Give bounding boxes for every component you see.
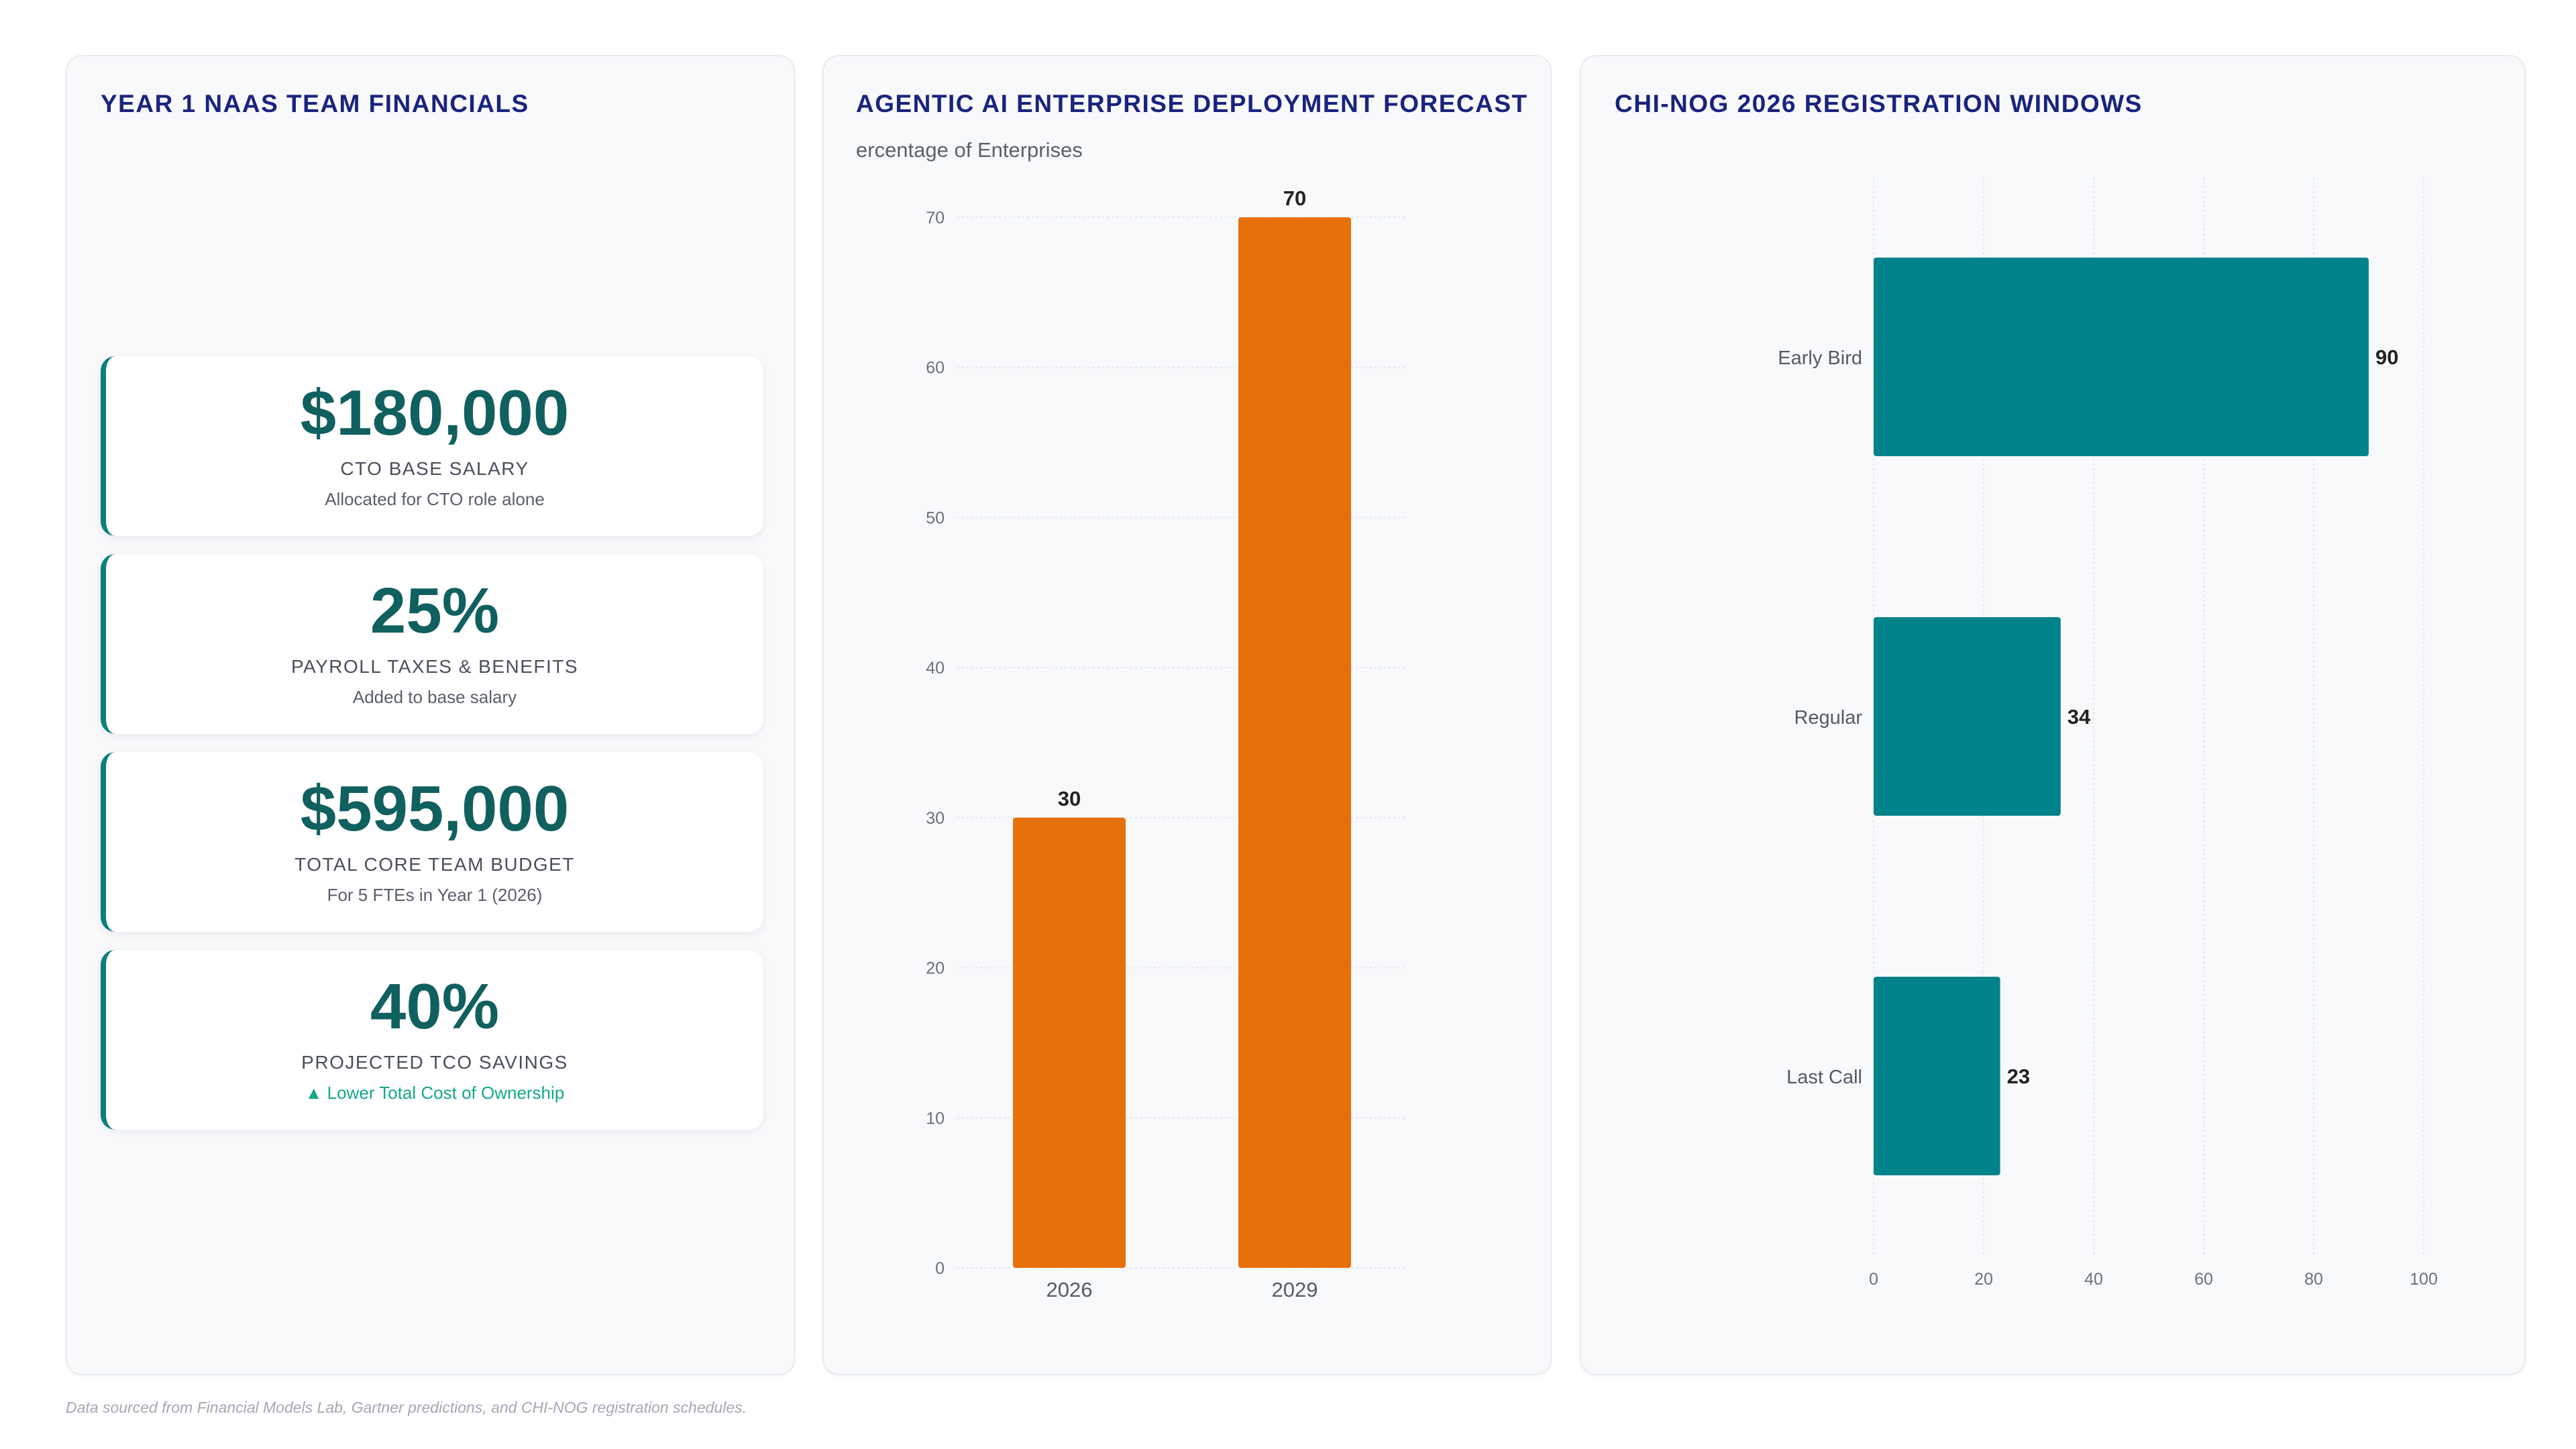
y-tick-label: 40 <box>926 659 945 678</box>
y-tick-label: 10 <box>926 1109 945 1128</box>
y-axis-label: ercentage of Enterprises <box>856 138 1083 162</box>
forecast-bar-chart: ercentage of Enterprises 0 10 20 30 40 50 60 70 3… <box>856 138 1407 1301</box>
y-tick-label: Last Call <box>1786 1067 1862 1088</box>
kpi-label: TOTAL CORE TEAM BUDGET <box>294 854 575 875</box>
data-label: 90 <box>2375 345 2398 369</box>
kpi-subtext: Allocated for CTO role alone <box>325 489 545 509</box>
kpi-value: 25% <box>370 575 500 647</box>
footnote: Data sourced from Financial Models Lab, … <box>66 1399 747 1416</box>
kpi-card-cto-salary: $180,000 CTO BASE SALARY Allocated for C… <box>101 356 763 536</box>
x-tick-label: 80 <box>2304 1270 2323 1289</box>
y-tick-label: 0 <box>935 1259 945 1278</box>
y-tick-label: Regular <box>1794 707 1862 729</box>
x-tick-label: 100 <box>2410 1270 2438 1289</box>
data-label: 34 <box>2068 705 2091 729</box>
bar-last-call <box>1874 977 2000 1175</box>
kpi-label: PAYROLL TAXES & BENEFITS <box>290 656 579 677</box>
forecast-title: AGENTIC AI ENTERPRISE DEPLOYMENT FORECAS… <box>856 90 1528 117</box>
y-tick-label: Early Bird <box>1778 347 1862 369</box>
kpi-subtext: For 5 FTEs in Year 1 (2026) <box>327 885 543 905</box>
bar-regular <box>1874 617 2061 816</box>
financials-title: YEAR 1 NAAS TEAM FINANCIALS <box>101 90 529 117</box>
kpi-subtext: Added to base salary <box>352 687 517 707</box>
x-tick-label: 60 <box>2194 1270 2213 1289</box>
y-tick-label: 20 <box>926 959 945 978</box>
x-tick-label: 2029 <box>1272 1278 1318 1301</box>
kpi-card-payroll-taxes: 25% PAYROLL TAXES & BENEFITS Added to ba… <box>101 554 763 734</box>
kpi-subtext-trend: ▲ Lower Total Cost of Ownership <box>305 1083 565 1103</box>
registration-title: CHI-NOG 2026 REGISTRATION WINDOWS <box>1615 90 2143 117</box>
kpi-label: PROJECTED TCO SAVINGS <box>301 1052 568 1073</box>
bar-2029 <box>1238 217 1351 1268</box>
data-label: 23 <box>2007 1065 2030 1088</box>
x-tick-label: 20 <box>1974 1270 1993 1289</box>
forecast-panel: AGENTIC AI ENTERPRISE DEPLOYMENT FORECAS… <box>822 55 1552 1375</box>
y-tick-label: 60 <box>926 359 945 378</box>
kpi-value: 40% <box>370 971 500 1042</box>
x-tick-label: 0 <box>1869 1270 1878 1289</box>
kpi-value: $180,000 <box>300 377 570 449</box>
kpi-card-tco-savings: 40% PROJECTED TCO SAVINGS ▲ Lower Total … <box>101 950 763 1130</box>
bar-early-bird <box>1874 258 2369 456</box>
kpi-list: $180,000 CTO BASE SALARY Allocated for C… <box>101 356 763 1148</box>
bar-2026 <box>1013 817 1126 1268</box>
kpi-card-total-budget: $595,000 TOTAL CORE TEAM BUDGET For 5 FT… <box>101 752 763 932</box>
x-tick-label: 2026 <box>1046 1278 1093 1301</box>
registration-panel: CHI-NOG 2026 REGISTRATION WINDOWS 0 20 40 6… <box>1580 55 2526 1375</box>
data-label: 70 <box>1283 186 1306 210</box>
registration-bar-chart: 0 20 40 60 80 100 90 Early Bird 34 Regular 23 Last … <box>1778 177 2438 1289</box>
kpi-value: $595,000 <box>300 773 570 845</box>
financials-panel: YEAR 1 NAAS TEAM FINANCIALS $180,000 CTO… <box>66 55 795 1375</box>
y-tick-label: 70 <box>926 209 945 227</box>
y-tick-label: 50 <box>926 508 945 527</box>
kpi-label: CTO BASE SALARY <box>340 458 529 479</box>
y-tick-label: 30 <box>926 809 945 828</box>
x-tick-label: 40 <box>2084 1270 2103 1289</box>
data-label: 30 <box>1058 787 1081 810</box>
